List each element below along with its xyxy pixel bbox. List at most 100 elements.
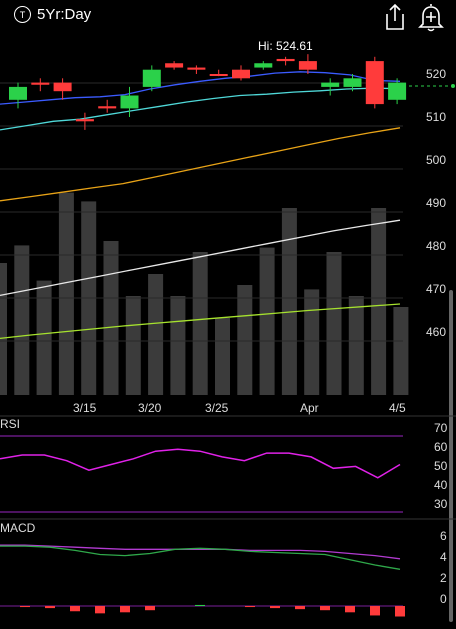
x-tick-label: 3/20 — [138, 401, 162, 415]
y-tick-label: 470 — [426, 282, 446, 296]
candle-body — [343, 78, 362, 87]
macd-histogram — [20, 604, 405, 617]
x-tick-label: 3/15 — [73, 401, 97, 415]
volume-bar — [58, 192, 74, 395]
candle-body — [321, 82, 340, 87]
price-panel: Hi: 524.61 520 510 500 490 480 470 460 — [0, 39, 456, 622]
x-tick-label: 4/5 — [389, 401, 406, 415]
volume-bar — [103, 241, 119, 395]
volume-bar — [326, 252, 342, 395]
volume-bar — [348, 296, 364, 395]
x-tick-label: 3/25 — [205, 401, 229, 415]
rsi-panel: RSI 70 60 50 40 30 — [0, 415, 456, 513]
macd-histogram-bar — [370, 606, 380, 616]
share-icon[interactable] — [381, 2, 409, 32]
rsi-tick-label: 50 — [434, 459, 448, 473]
volume-bar — [0, 263, 7, 395]
rsi-tick-label: 40 — [434, 478, 448, 492]
macd-histogram-bar — [95, 606, 105, 614]
volume-bar — [14, 245, 30, 395]
candle-body — [120, 95, 139, 109]
candle-body — [31, 82, 50, 85]
candle-body — [9, 86, 27, 100]
candle-body — [232, 69, 250, 79]
candle-body — [254, 63, 273, 68]
candle-body — [75, 119, 94, 122]
last-price-dot — [451, 84, 455, 88]
macd-histogram-bar — [345, 606, 355, 613]
volume-bar — [36, 280, 52, 395]
candle-body — [53, 82, 72, 92]
macd-histogram-bar — [270, 606, 280, 609]
macd-histogram-bar — [145, 606, 155, 611]
y-tick-label: 500 — [426, 153, 446, 167]
macd-tick-label: 4 — [440, 550, 447, 564]
macd-tick-label: 0 — [440, 592, 447, 606]
y-tick-label: 510 — [426, 110, 446, 124]
macd-signal-line — [0, 544, 401, 560]
volume-bar — [393, 307, 409, 395]
candle-body — [276, 58, 295, 62]
candle-body — [388, 82, 407, 100]
candle-body — [98, 106, 117, 109]
vertical-scrollbar[interactable] — [449, 290, 453, 622]
x-axis: 3/15 3/20 3/25 Apr 4/5 — [73, 401, 406, 415]
macd-tick-label: 6 — [440, 529, 447, 543]
hi-label: Hi: 524.61 — [258, 39, 313, 53]
candle-body — [365, 61, 384, 105]
macd-tick-label: 2 — [440, 571, 447, 585]
ma-mid-line — [0, 87, 401, 131]
rsi-tick-label: 60 — [434, 440, 448, 454]
x-tick-label: Apr — [300, 401, 319, 415]
volume-bar — [371, 208, 387, 395]
macd-histogram-bar — [70, 606, 80, 612]
moving-averages — [0, 71, 401, 340]
y-tick-label: 490 — [426, 196, 446, 210]
candle-body — [298, 61, 317, 70]
macd-label: MACD — [0, 521, 36, 535]
macd-histogram-bar — [395, 606, 405, 617]
price-y-axis: 520 510 500 490 480 470 460 — [426, 67, 446, 339]
candle-body — [209, 74, 228, 76]
macd-histogram-bar — [195, 604, 205, 606]
rsi-tick-label: 30 — [434, 497, 448, 511]
candle-body — [165, 63, 184, 68]
volume-bar — [215, 318, 230, 395]
volume-bar — [170, 296, 186, 395]
macd-histogram-bar — [45, 606, 55, 609]
rsi-tick-label: 70 — [434, 421, 448, 435]
rsi-label: RSI — [0, 417, 20, 431]
macd-panel: MACD 6 4 2 0 — [0, 518, 456, 617]
candlesticks — [9, 54, 407, 130]
macd-histogram-bar — [120, 606, 130, 613]
macd-histogram-bar — [20, 606, 30, 608]
volume-bar — [259, 247, 275, 395]
ma-100-line — [0, 219, 401, 297]
macd-line — [0, 545, 401, 570]
macd-histogram-bar — [295, 606, 305, 610]
period-selector[interactable]: T 5Yr:Day — [14, 6, 91, 23]
volume-bar — [304, 289, 320, 395]
volume-bar — [125, 296, 141, 395]
candle-body — [187, 67, 206, 70]
ma-50-line — [0, 127, 401, 202]
rsi-line — [0, 448, 401, 479]
volume-bars — [0, 192, 409, 395]
volume-bar — [192, 252, 208, 395]
period-badge: T — [14, 6, 31, 23]
volume-bar — [281, 208, 297, 395]
volume-bar — [237, 285, 253, 395]
volume-bar — [148, 274, 164, 395]
bell-plus-icon[interactable] — [417, 2, 445, 32]
ma-fast-line — [0, 71, 401, 105]
period-label: 5Yr:Day — [37, 6, 92, 23]
ma-200-line — [0, 303, 401, 340]
y-tick-label: 460 — [426, 325, 446, 339]
y-tick-label: 520 — [426, 67, 446, 81]
macd-histogram-bar — [320, 606, 330, 611]
candle-body — [142, 69, 161, 87]
y-tick-label: 480 — [426, 239, 446, 253]
macd-histogram-bar — [245, 606, 255, 608]
top-bar: T 5Yr:Day — [0, 0, 456, 34]
